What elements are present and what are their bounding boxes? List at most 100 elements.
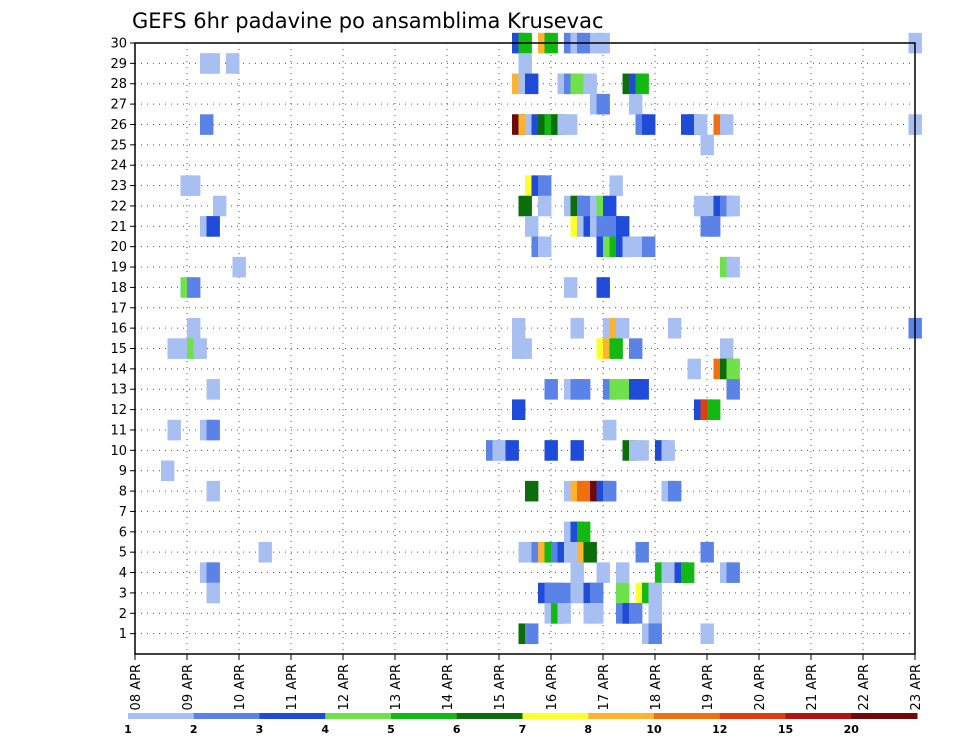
x-tick-label: 19 APR	[701, 664, 716, 710]
colorbar-label: 5	[387, 723, 395, 736]
colorbar-swatch	[391, 713, 458, 719]
heatmap-cell	[609, 338, 623, 359]
x-tick-label: 08 APR	[129, 664, 144, 710]
heatmap-cell	[583, 541, 597, 563]
heatmap-cell	[648, 623, 662, 645]
heatmap-cell	[577, 521, 591, 543]
heatmap-cell	[700, 623, 714, 645]
colorbar-label: 7	[519, 723, 527, 736]
x-tick-label: 20 APR	[753, 664, 768, 710]
y-tick-label: 16	[110, 322, 127, 337]
heatmap-cells	[161, 32, 922, 645]
heatmap-cell	[200, 114, 214, 135]
colorbar-label: 6	[453, 723, 461, 736]
colorbar-swatch	[654, 713, 721, 719]
y-tick-label: 13	[110, 383, 127, 398]
y-tick-label: 7	[119, 505, 127, 520]
heatmap-cell	[564, 541, 578, 563]
heatmap-cell	[226, 53, 240, 74]
heatmap-cell	[726, 562, 740, 583]
y-tick-label: 28	[110, 77, 127, 92]
y-tick-label: 1	[119, 627, 127, 642]
heatmap-cell	[596, 277, 610, 298]
y-tick-label: 18	[110, 281, 127, 296]
heatmap-cell	[694, 195, 708, 217]
heatmap-cell	[570, 440, 584, 461]
heatmap-cell	[642, 114, 656, 135]
x-tick-label: 23 APR	[909, 664, 924, 710]
colorbar-label: 3	[256, 723, 264, 736]
colorbar-swatch	[259, 713, 326, 719]
x-tick-label: 16 APR	[545, 664, 560, 710]
y-tick-label: 3	[119, 586, 127, 601]
x-tick-label: 14 APR	[441, 664, 456, 710]
heatmap-cell	[616, 582, 630, 604]
heatmap-cell	[518, 53, 532, 74]
heatmap-cell	[512, 399, 526, 420]
heatmap-cell	[583, 73, 597, 95]
heatmap-cell	[187, 277, 201, 298]
heatmap-cell	[700, 541, 714, 563]
y-tick-label: 26	[110, 118, 127, 133]
y-tick-label: 27	[110, 98, 127, 113]
colorbar-label: 10	[646, 723, 662, 736]
heatmap-cell	[538, 236, 552, 258]
x-tick-label: 17 APR	[597, 664, 612, 710]
heatmap-cell	[518, 338, 532, 359]
heatmap-cell	[577, 379, 591, 400]
y-tick-label: 11	[110, 423, 127, 438]
heatmap-cell	[726, 195, 740, 217]
colorbar-swatch	[522, 713, 589, 719]
heatmap-cell	[648, 582, 662, 604]
y-tick-label: 30	[110, 37, 127, 52]
heatmap-cell	[505, 440, 519, 461]
heatmap-cell	[258, 541, 272, 563]
heatmap-cell	[609, 379, 623, 400]
x-tick-label: 22 APR	[857, 664, 872, 710]
y-tick-label: 10	[110, 444, 127, 459]
colorbar-swatch	[719, 713, 786, 719]
heatmap-cell	[518, 195, 532, 217]
heatmap-cell	[661, 440, 675, 461]
x-axis-ticks: 08 APR 09 APR 10 APR 11 APR 12 APR 13 APR 14 A…	[129, 654, 924, 710]
y-tick-label: 21	[110, 220, 127, 235]
colorbar-label: 2	[190, 723, 198, 736]
heatmap-cell	[538, 175, 552, 196]
heatmap-cell	[635, 73, 649, 95]
heatmap-cell	[635, 440, 649, 461]
heatmap-cell	[635, 379, 649, 400]
x-tick-label: 11 APR	[285, 664, 300, 710]
heatmap-cell	[557, 603, 571, 624]
heatmap-cell	[707, 216, 721, 237]
heatmap-cell	[720, 338, 734, 359]
x-tick-label: 12 APR	[337, 664, 352, 710]
heatmap-cell	[161, 460, 175, 482]
heatmap-cell	[570, 562, 584, 583]
heatmap-cell	[648, 603, 662, 624]
heatmap-cell	[726, 256, 740, 278]
heatmap-cell	[668, 480, 682, 502]
x-tick-label: 21 APR	[805, 664, 820, 710]
y-tick-label: 6	[119, 525, 127, 540]
heatmap-cell	[700, 134, 714, 156]
heatmap-cell	[564, 277, 578, 298]
y-tick-label: 29	[110, 57, 127, 72]
heatmap-cell	[206, 419, 220, 441]
y-tick-label: 23	[110, 179, 127, 194]
heatmap-cell	[596, 562, 610, 583]
colorbar-label: 1	[124, 723, 132, 736]
y-tick-label: 4	[119, 566, 127, 581]
colorbar-swatch	[325, 713, 392, 719]
colorbar-label: 4	[321, 723, 329, 736]
heatmap-cell	[187, 175, 201, 196]
heatmap-cell	[206, 480, 220, 502]
heatmap-cell	[603, 480, 617, 502]
heatmap-cell	[603, 195, 617, 217]
heatmap-cell	[213, 195, 227, 217]
heatmap-cell	[167, 338, 181, 359]
heatmap-cell	[206, 582, 220, 604]
heatmap-cell	[642, 236, 656, 258]
heatmap-cell	[206, 53, 220, 74]
heatmap-cell	[544, 379, 558, 400]
